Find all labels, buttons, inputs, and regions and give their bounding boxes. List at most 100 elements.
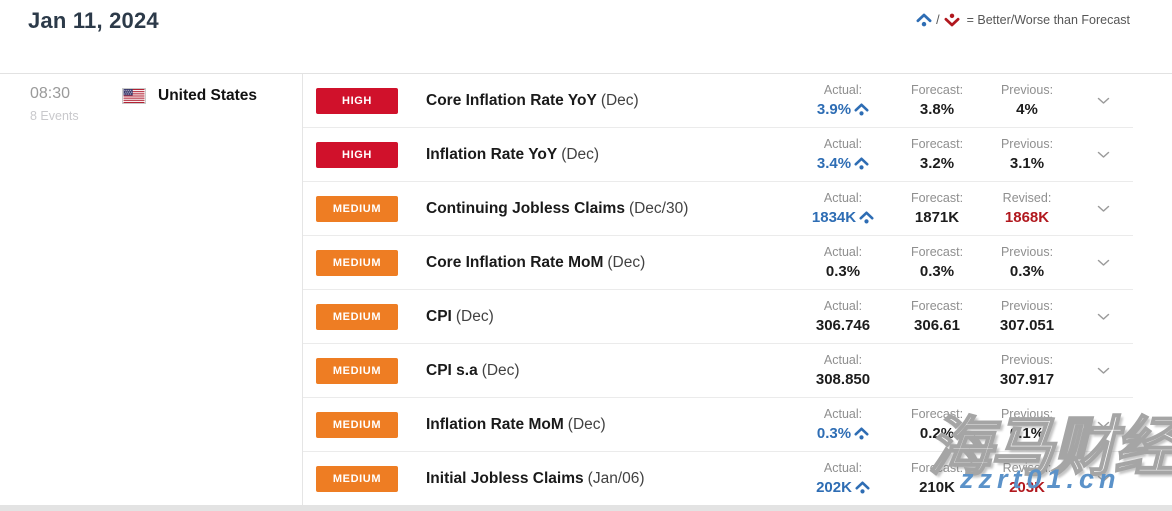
previous-value: 203K <box>1009 479 1045 496</box>
forecast-cell: Forecast: 210K <box>893 461 981 496</box>
event-name: CPI s.a <box>426 361 478 379</box>
event-row[interactable]: MEDIUM Continuing Jobless Claims (Dec/30)… <box>303 182 1133 236</box>
event-row[interactable]: MEDIUM Initial Jobless Claims (Jan/06) Ac… <box>303 452 1133 506</box>
better-than-forecast-icon <box>854 157 869 170</box>
actual-value-text: 308.850 <box>815 371 871 388</box>
event-row[interactable]: MEDIUM CPI (Dec) Actual: 306.746 Forecast… <box>303 290 1133 344</box>
expand-row-button[interactable] <box>1073 313 1133 321</box>
event-period: (Dec) <box>561 145 600 163</box>
actual-cell: Actual: 308.850 <box>793 353 893 388</box>
actual-cell: Actual: 3.4% <box>793 137 893 172</box>
actual-label: Actual: <box>823 191 863 205</box>
worse-than-forecast-icon <box>944 13 960 27</box>
previous-cell: Revised: 1868K <box>981 191 1073 226</box>
event-row[interactable]: MEDIUM Core Inflation Rate MoM (Dec) Actu… <box>303 236 1133 290</box>
event-title[interactable]: Core Inflation Rate YoY (Dec) <box>426 92 793 110</box>
country-name: United States <box>158 87 258 104</box>
event-name: Core Inflation Rate MoM <box>426 253 604 271</box>
actual-value: 3.4% <box>793 155 893 172</box>
previous-cell: Revised: 203K <box>981 461 1073 496</box>
actual-value-text: 3.4% <box>816 155 852 172</box>
forecast-label: Forecast: <box>910 191 964 205</box>
importance-badge: MEDIUM <box>316 195 398 222</box>
better-than-forecast-icon <box>855 481 870 494</box>
importance-badge: HIGH <box>316 141 398 168</box>
forecast-cell: Forecast: 306.61 <box>893 299 981 334</box>
event-row[interactable]: MEDIUM CPI s.a (Dec) Actual: 308.850 Prev… <box>303 344 1133 398</box>
expand-row-button[interactable] <box>1073 205 1133 213</box>
importance-badge: MEDIUM <box>316 357 398 384</box>
previous-cell: Previous: 307.917 <box>981 353 1073 388</box>
events-count: 8 Events <box>30 109 79 123</box>
expand-row-button[interactable] <box>1073 97 1133 105</box>
legend-text: = Better/Worse than Forecast <box>966 13 1130 27</box>
event-name: Inflation Rate YoY <box>426 145 558 163</box>
forecast-cell <box>893 369 981 373</box>
event-name: Core Inflation Rate YoY <box>426 91 597 109</box>
forecast-value: 306.61 <box>914 317 960 334</box>
event-row[interactable]: HIGH Core Inflation Rate YoY (Dec) Actual… <box>303 74 1133 128</box>
expand-row-button[interactable] <box>1073 421 1133 429</box>
actual-label: Actual: <box>823 137 863 151</box>
event-period: (Dec) <box>567 415 606 433</box>
chevron-down-icon <box>1097 421 1109 428</box>
chevron-down-icon <box>1097 259 1109 266</box>
event-row[interactable]: HIGH Inflation Rate YoY (Dec) Actual: 3.4… <box>303 128 1133 182</box>
chevron-down-icon <box>1097 205 1109 212</box>
actual-cell: Actual: 3.9% <box>793 83 893 118</box>
event-period: (Dec) <box>481 361 520 379</box>
actual-label: Actual: <box>823 353 863 367</box>
actual-label: Actual: <box>823 83 863 97</box>
forecast-cell: Forecast: 0.2% <box>893 407 981 442</box>
forecast-cell: Forecast: 3.8% <box>893 83 981 118</box>
actual-value: 306.746 <box>793 317 893 334</box>
previous-cell: Previous: 307.051 <box>981 299 1073 334</box>
expand-row-button[interactable] <box>1073 367 1133 375</box>
previous-label: Previous: <box>1000 299 1054 313</box>
event-title[interactable]: Continuing Jobless Claims (Dec/30) <box>426 200 793 218</box>
events-list: HIGH Core Inflation Rate YoY (Dec) Actual… <box>303 74 1133 506</box>
importance-badge: MEDIUM <box>316 249 398 276</box>
previous-label: Revised: <box>1002 191 1052 205</box>
calendar-body: 08:30 8 Events <box>0 73 1172 506</box>
actual-value: 3.9% <box>793 101 893 118</box>
event-row[interactable]: MEDIUM Inflation Rate MoM (Dec) Actual: 0… <box>303 398 1133 452</box>
section-divider <box>0 505 1172 511</box>
expand-row-button[interactable] <box>1073 259 1133 267</box>
actual-label: Actual: <box>823 299 863 313</box>
forecast-value: 1871K <box>914 209 960 226</box>
forecast-label: Forecast: <box>910 245 964 259</box>
expand-row-button[interactable] <box>1073 475 1133 483</box>
country-row[interactable]: United States <box>122 87 257 105</box>
actual-cell: Actual: 306.746 <box>793 299 893 334</box>
event-title[interactable]: Inflation Rate MoM (Dec) <box>426 416 793 434</box>
previous-value: 0.1% <box>1009 425 1045 442</box>
forecast-value: 0.2% <box>919 425 955 442</box>
previous-label: Previous: <box>1000 245 1054 259</box>
event-title[interactable]: Initial Jobless Claims (Jan/06) <box>426 470 793 488</box>
previous-label: Previous: <box>1000 407 1054 421</box>
actual-label: Actual: <box>823 407 863 421</box>
event-title[interactable]: CPI s.a (Dec) <box>426 362 793 380</box>
previous-label: Previous: <box>1000 353 1054 367</box>
event-name: Initial Jobless Claims <box>426 469 584 487</box>
actual-cell: Actual: 0.3% <box>793 407 893 442</box>
previous-label: Revised: <box>1002 461 1052 475</box>
previous-cell: Previous: 0.3% <box>981 245 1073 280</box>
previous-value: 307.917 <box>999 371 1055 388</box>
event-title[interactable]: Inflation Rate YoY (Dec) <box>426 146 793 164</box>
expand-row-button[interactable] <box>1073 151 1133 159</box>
importance-badge: MEDIUM <box>316 303 398 330</box>
event-title[interactable]: CPI (Dec) <box>426 308 793 326</box>
actual-cell: Actual: 0.3% <box>793 245 893 280</box>
actual-cell: Actual: 202K <box>793 461 893 496</box>
event-title[interactable]: Core Inflation Rate MoM (Dec) <box>426 254 793 272</box>
actual-label: Actual: <box>823 245 863 259</box>
chevron-down-icon <box>1097 367 1109 374</box>
event-period: (Dec) <box>455 307 494 325</box>
actual-value: 1834K <box>793 209 893 226</box>
actual-value-text: 306.746 <box>815 317 871 334</box>
header: Jan 11, 2024 / = Better/Worse than Forec… <box>0 0 1172 73</box>
legend-separator: / <box>936 13 940 27</box>
